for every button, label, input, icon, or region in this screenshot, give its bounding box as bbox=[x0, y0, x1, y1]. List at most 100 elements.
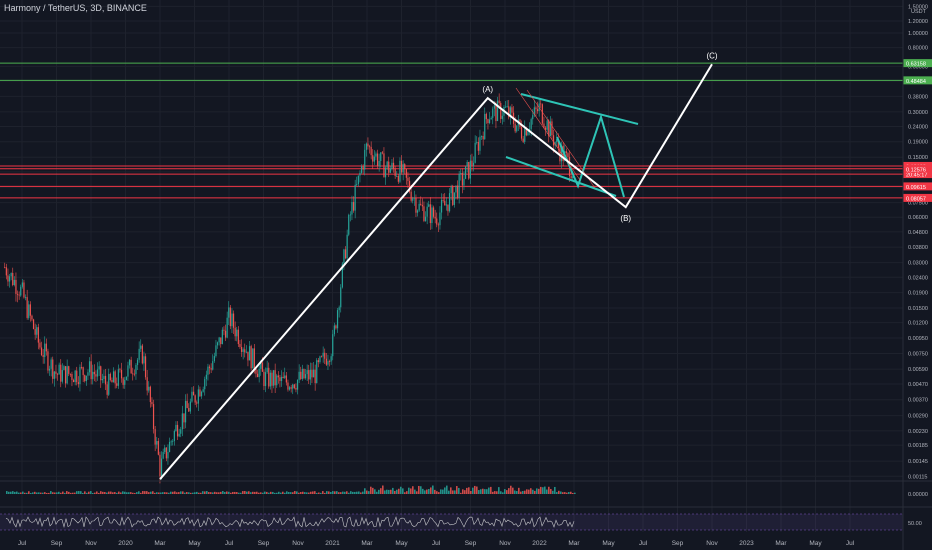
volume-bar bbox=[392, 487, 394, 494]
volume-bar bbox=[420, 486, 422, 494]
candle-body bbox=[556, 138, 558, 143]
candle-body bbox=[488, 119, 491, 124]
candle-body bbox=[141, 345, 143, 364]
candle-body bbox=[447, 204, 449, 212]
candle-body bbox=[71, 374, 73, 380]
volume-bar bbox=[252, 491, 254, 494]
volume-bar bbox=[108, 491, 110, 494]
y-tick-label: 0.03000 bbox=[908, 261, 928, 267]
volume-bar bbox=[18, 492, 20, 494]
candle-body bbox=[514, 123, 516, 132]
y-tick-label: 0.00145 bbox=[908, 459, 928, 465]
x-tick-label: May bbox=[395, 540, 408, 547]
y-tick-label: 0.60000 bbox=[908, 64, 928, 70]
candle-body bbox=[168, 441, 171, 453]
candle-body bbox=[23, 282, 25, 298]
candle-body bbox=[346, 234, 348, 259]
volume-bar bbox=[554, 486, 556, 494]
candle-body bbox=[455, 185, 457, 193]
candle-body bbox=[164, 447, 166, 453]
volume-bar bbox=[230, 492, 232, 494]
rsi-line bbox=[5, 516, 575, 529]
y-tick-label: 1.50000 bbox=[908, 4, 928, 10]
volume-bar bbox=[156, 492, 158, 494]
candle-body bbox=[10, 272, 12, 277]
candle-body bbox=[487, 119, 489, 124]
y-tick-label: 0.00115 bbox=[908, 474, 927, 480]
candle-body bbox=[351, 202, 353, 215]
candle-body bbox=[520, 127, 523, 139]
volume-bar bbox=[40, 492, 42, 494]
candle-body bbox=[199, 389, 201, 397]
volume-bar bbox=[454, 490, 456, 494]
candle-body bbox=[333, 325, 335, 335]
volume-bar bbox=[330, 492, 332, 494]
volume-bar bbox=[34, 491, 36, 494]
volume-bar bbox=[560, 491, 562, 494]
level-price-tag bbox=[903, 182, 932, 191]
volume-bar bbox=[368, 491, 370, 494]
x-tick-label: Jul bbox=[846, 540, 855, 547]
candle-body bbox=[244, 349, 246, 353]
candle-body bbox=[268, 367, 270, 387]
level-price-tag bbox=[903, 164, 932, 173]
candle-body bbox=[28, 304, 30, 318]
y-tick-label: 0.02400 bbox=[908, 275, 928, 281]
candle-body bbox=[360, 166, 363, 173]
candle-body bbox=[437, 224, 439, 226]
volume-bar bbox=[568, 491, 570, 494]
candle-body bbox=[312, 369, 315, 378]
candle-body bbox=[231, 313, 233, 327]
volume-bar bbox=[266, 491, 268, 494]
candle-body bbox=[292, 384, 294, 389]
candle-body bbox=[111, 379, 113, 383]
candle-body bbox=[543, 123, 545, 128]
candle-body bbox=[396, 175, 398, 177]
candle-body bbox=[314, 369, 316, 384]
candle-body bbox=[362, 166, 364, 170]
volume-bar bbox=[544, 486, 546, 494]
volume-bar bbox=[322, 491, 324, 494]
candle-body bbox=[31, 315, 33, 320]
y-tick-label: 0.19000 bbox=[908, 140, 928, 146]
volume-bar bbox=[222, 491, 224, 494]
level-price-label: 0.08057 bbox=[906, 196, 926, 202]
volume-bar bbox=[234, 491, 236, 494]
volume-bar bbox=[470, 490, 472, 494]
interval-label[interactable]: 3D bbox=[90, 3, 102, 13]
candle-body bbox=[530, 119, 532, 129]
volume-bar bbox=[288, 492, 290, 494]
candle-body bbox=[143, 356, 145, 364]
volume-bar bbox=[542, 487, 544, 494]
candle-body bbox=[47, 351, 49, 371]
candle-body bbox=[359, 172, 361, 176]
candle-body bbox=[148, 386, 150, 391]
volume-bar bbox=[248, 491, 250, 494]
volume-bar bbox=[458, 487, 460, 494]
y-tick-label: 0.00290 bbox=[908, 414, 928, 420]
volume-bar bbox=[424, 490, 426, 494]
candle-body bbox=[15, 279, 17, 294]
symbol-label[interactable]: Harmony / TetherUS bbox=[4, 3, 86, 13]
volume-bar bbox=[142, 491, 144, 494]
rsi-band bbox=[0, 514, 903, 530]
volume-bar bbox=[270, 491, 272, 494]
volume-bar bbox=[148, 492, 150, 494]
candle-body bbox=[426, 206, 428, 217]
candle-body bbox=[101, 379, 103, 381]
candle-body bbox=[415, 197, 417, 213]
candle-body bbox=[13, 279, 15, 286]
volume-bar bbox=[112, 492, 114, 494]
volume-bar bbox=[412, 486, 414, 494]
volume-bar bbox=[124, 491, 126, 494]
candle-body bbox=[106, 384, 108, 395]
candle-body bbox=[61, 370, 63, 382]
candle-body bbox=[308, 370, 310, 380]
volume-bar bbox=[170, 491, 172, 494]
candle-body bbox=[204, 379, 206, 390]
volume-bar bbox=[82, 492, 84, 494]
volume-bar bbox=[196, 491, 198, 494]
candle-body bbox=[68, 366, 70, 374]
